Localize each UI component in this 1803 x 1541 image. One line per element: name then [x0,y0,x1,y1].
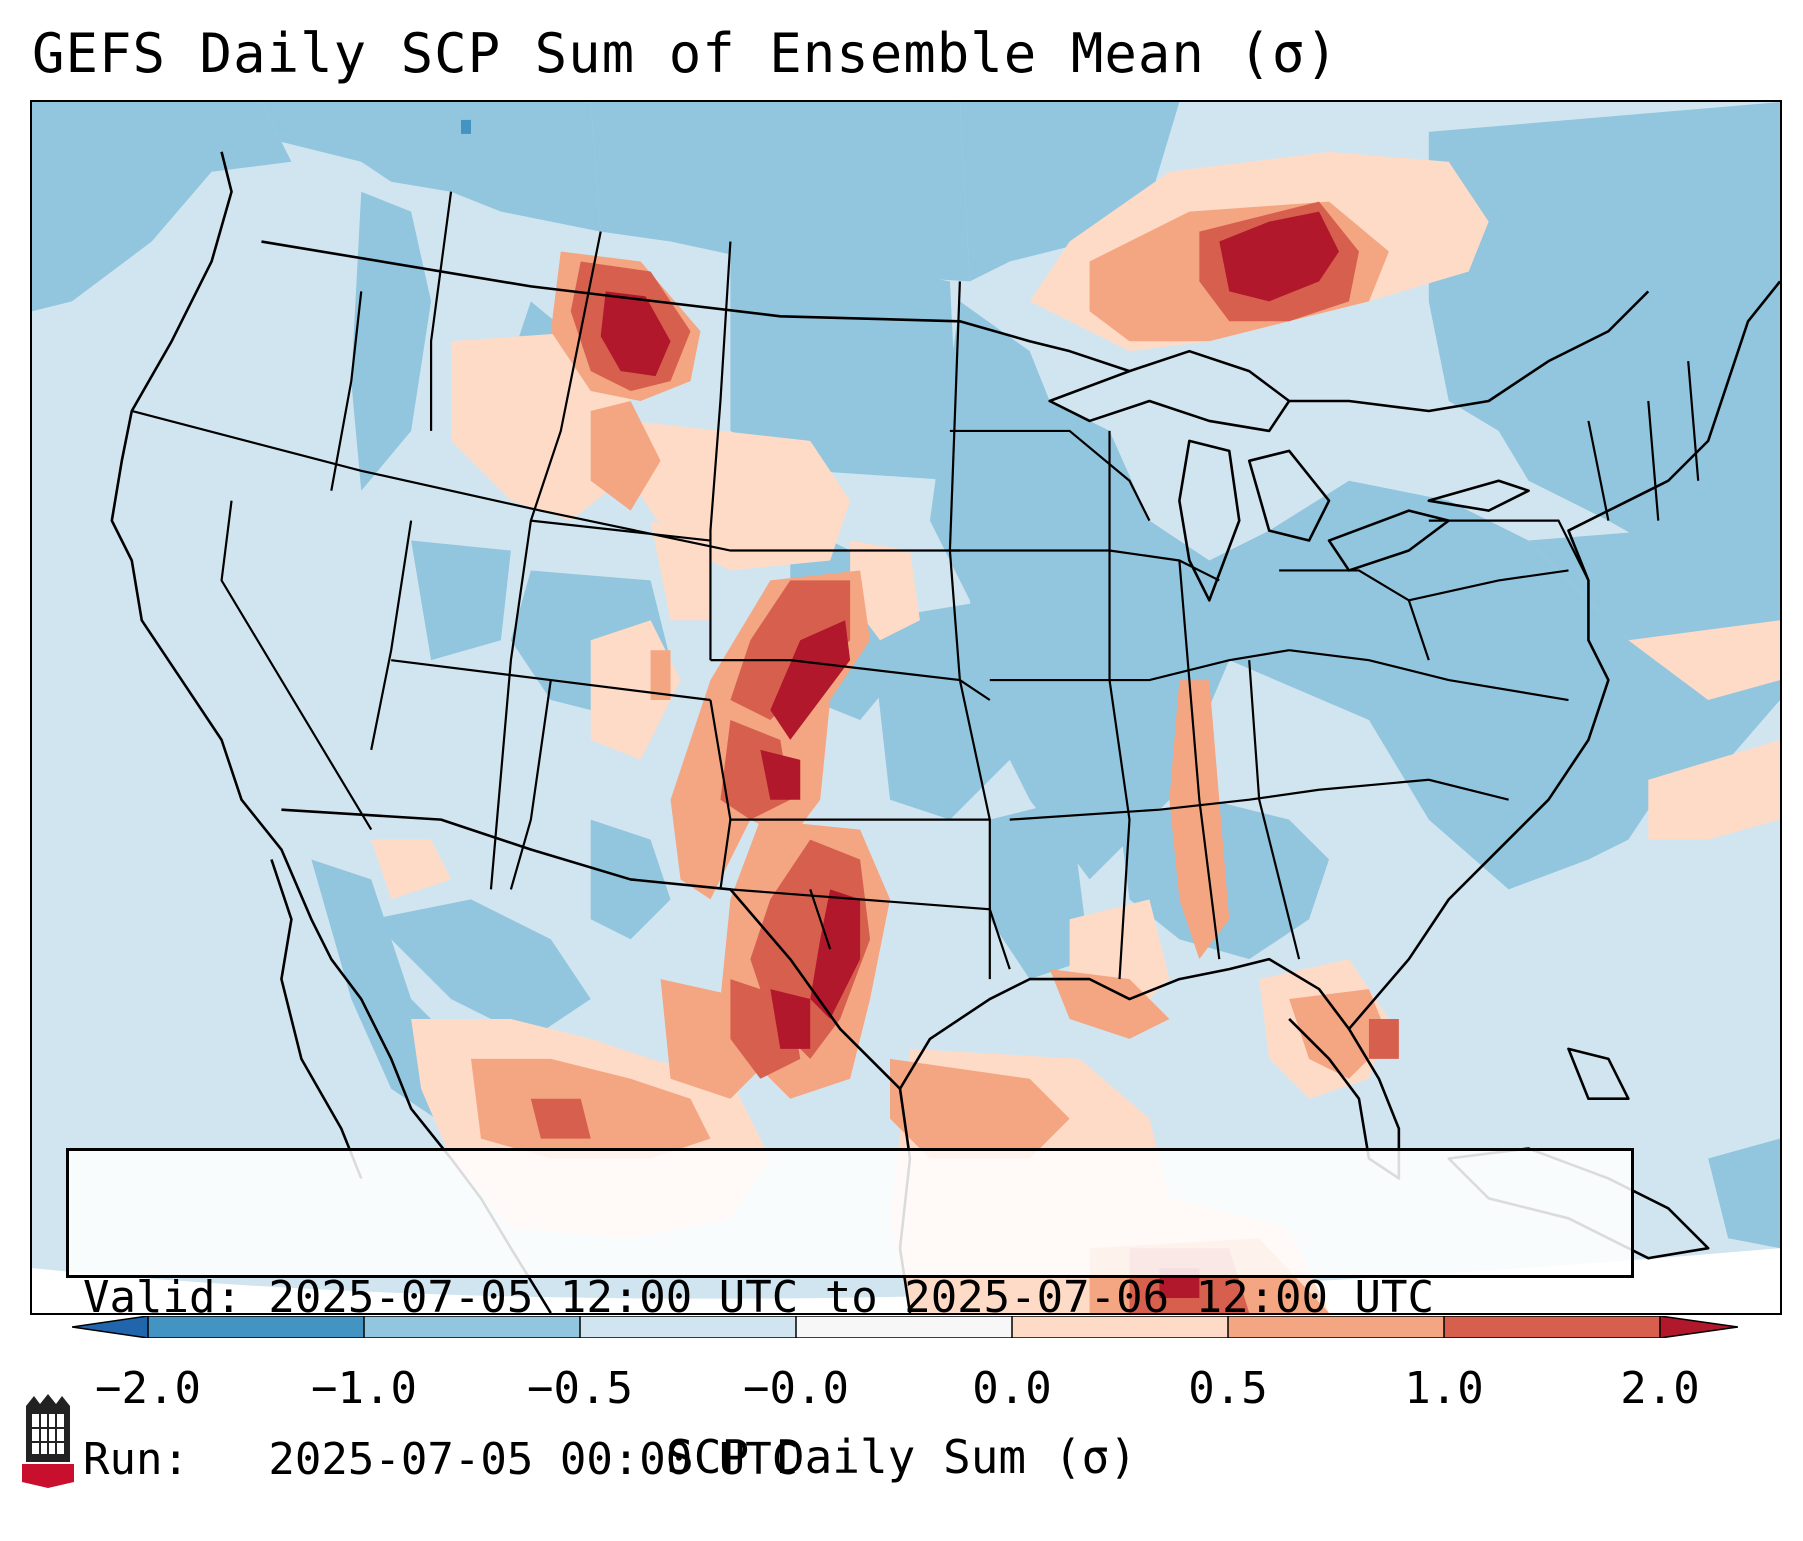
colorbar-tick-label: 0.0 [972,1363,1052,1414]
projection-edge [32,1248,1780,1313]
map-title: GEFS Daily SCP Sum of Ensemble Mean (σ) [32,22,1339,85]
colorbar-tick-label: 0.5 [1188,1363,1268,1414]
run-time-text: Run: 2025-07-05 00:00 UTC [83,1434,799,1485]
colorbar-tick-label: −2.0 [95,1363,201,1414]
colorbar-tick-label: 1.0 [1404,1363,1484,1414]
map-panel[interactable] [30,100,1782,1315]
valid-time-text: Valid: 2025-07-05 12:00 UTC to 2025-07-0… [83,1272,1435,1323]
colorbar-segment [1444,1316,1660,1338]
colorbar-under-arrow [72,1316,148,1338]
colorbar-ticks [147,1316,1661,1338]
colorbar-segment [364,1316,580,1338]
strong-negative-cells [461,119,471,134]
colorbar-segment [796,1316,1012,1338]
colorbar-graphic [72,1316,1738,1338]
colorbar-segment [1012,1316,1228,1338]
colorbar-segment [148,1316,364,1338]
niu-logo [20,1392,76,1488]
state-borders [131,191,1700,980]
validity-info-box: Valid: 2025-07-05 12:00 UTC to 2025-07-0… [66,1148,1634,1485]
map-canvas [32,102,1780,1313]
extreme-positive-cells [600,211,1340,1299]
colorbar-over-arrow [1660,1316,1738,1338]
colorbar-segment [1228,1316,1444,1338]
colorbar-segment [580,1316,796,1338]
coastlines [110,151,1780,1313]
colorbar-tick-label: −0.0 [743,1363,849,1414]
colorbar-tick-label: −0.5 [527,1363,633,1414]
niu-logo-icon [22,1394,74,1488]
colorbar-label: SCP Daily Sum (σ) [666,1430,1137,1484]
colorbar-tick-label: 2.0 [1620,1363,1700,1414]
colorbar [72,1316,1738,1338]
colorbar-tick-label: −1.0 [311,1363,417,1414]
negative-anomaly-cells [32,102,1780,1249]
